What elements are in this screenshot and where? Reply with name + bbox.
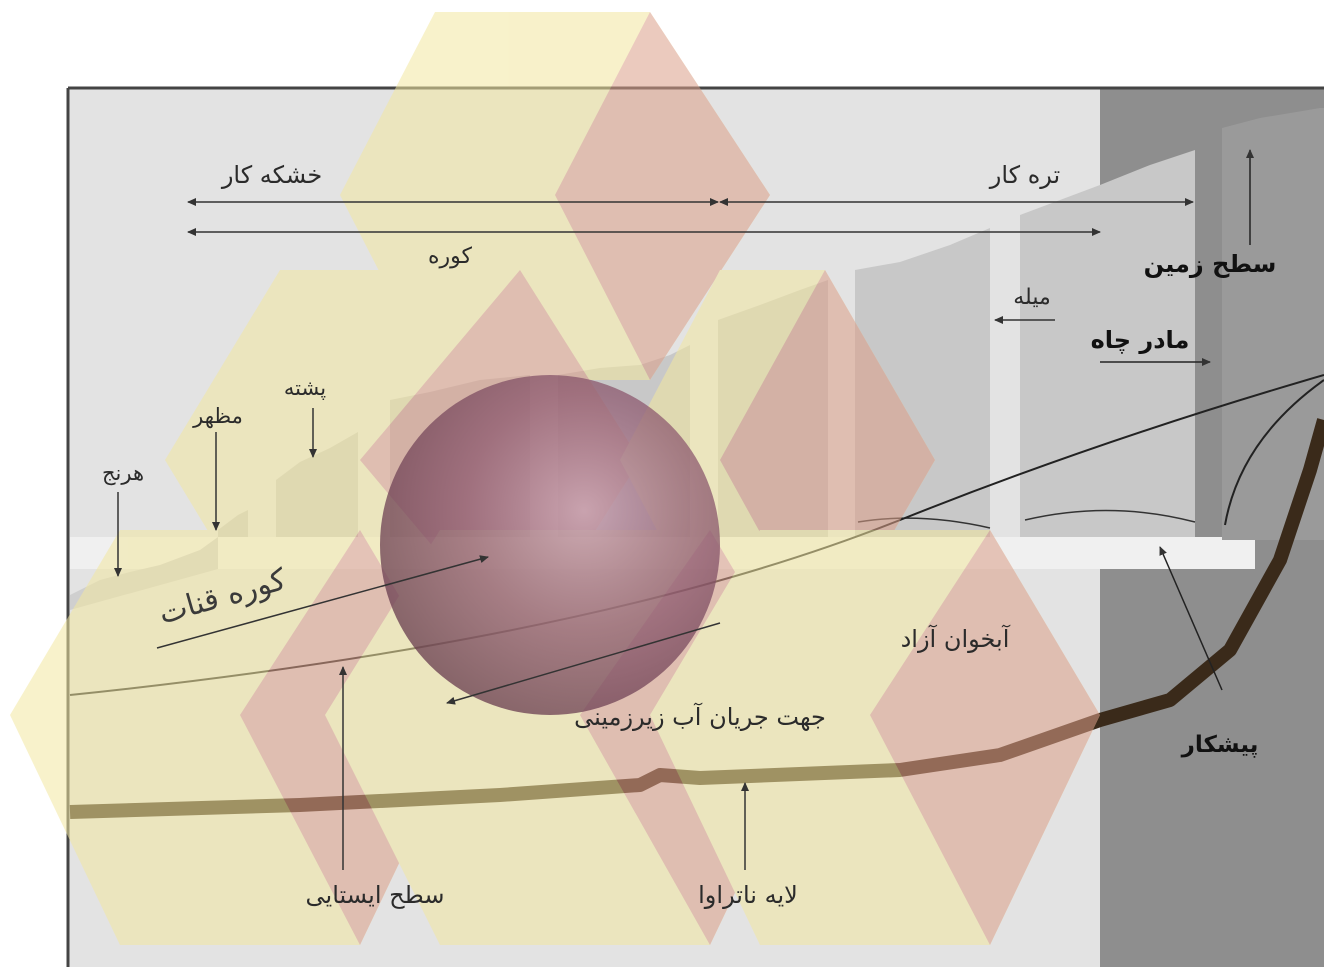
water-table-label: سطح ایستایی (306, 881, 445, 909)
wet-section-label: تره کار (989, 161, 1060, 189)
mazhar-label: مظهر (192, 404, 243, 428)
harenj-label: هرنج (102, 461, 144, 485)
shaft-block-6 (1020, 150, 1195, 537)
overlay-hex-top-pink (555, 12, 770, 380)
pishkar-label: پیشکار (1181, 732, 1259, 758)
drawdown-curve-mother (1224, 379, 1324, 526)
dry-section-label: خشکه کار (221, 161, 322, 189)
ground-block-right (1222, 108, 1324, 540)
mileh-label: میله (1013, 285, 1051, 310)
drawdown-curve-6 (1024, 509, 1196, 523)
overlay-sphere (380, 375, 720, 715)
mother-well-label: مادر چاه (1091, 326, 1190, 354)
ground-surface-label: سطح زمین (1144, 250, 1277, 278)
groundwater-flow-arrow (446, 622, 721, 705)
kooreh-label: کوره (428, 244, 473, 269)
poshteh-label: پشته (284, 376, 326, 400)
qanat-tunnel-arrow (156, 555, 489, 649)
groundwater-flow-label: جهت جریان آب زیرزمینی (574, 702, 826, 731)
free-aquifer-label: آبخوان آزاد (901, 624, 1011, 653)
ground-right (1100, 108, 1324, 967)
overlay-hex-bottom-right-pink (870, 530, 1100, 945)
pishkar-arrow (1159, 546, 1223, 691)
impermeable-layer-label: لایه ناتراوا (698, 881, 798, 909)
